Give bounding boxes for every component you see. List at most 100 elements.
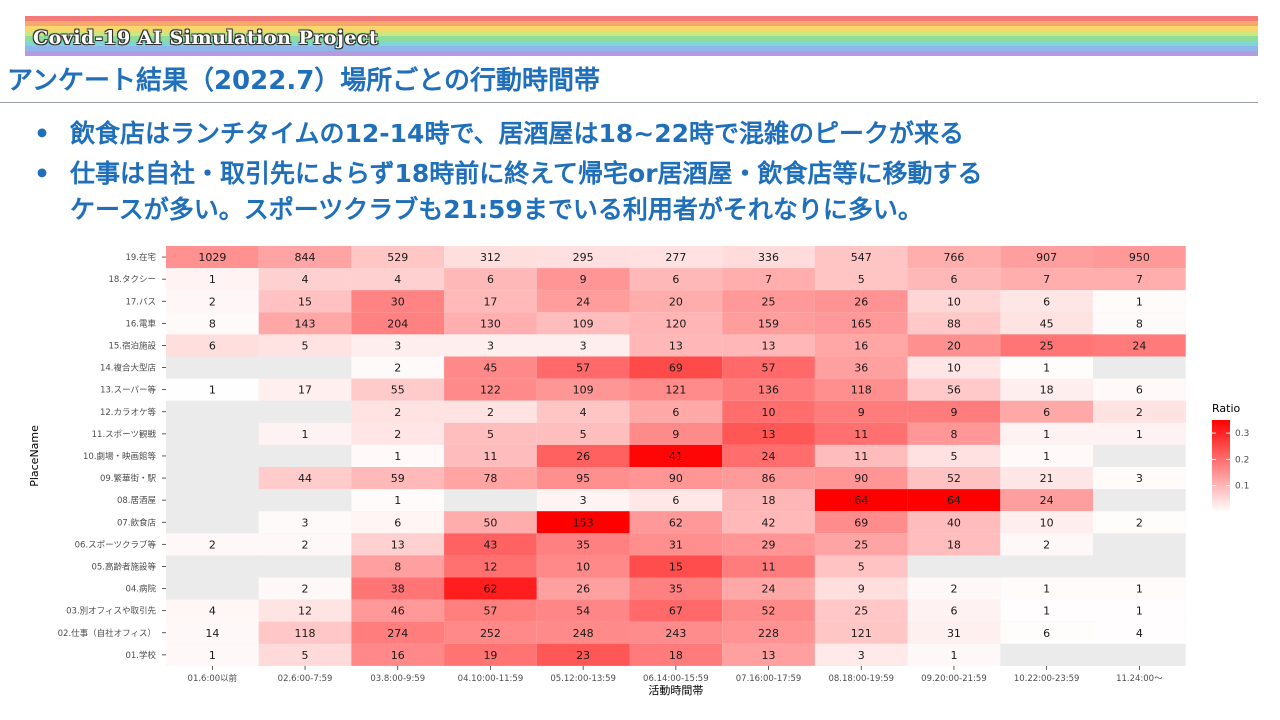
heatmap-cell [351,246,445,269]
cell-value-label: 766 [943,251,964,264]
heatmap-cell [1093,290,1186,313]
heatmap-cell [814,356,908,379]
cell-value-label: 4 [209,605,216,618]
heatmap-cell [536,533,630,556]
cell-value-label: 29 [762,538,776,551]
heatmap-cell [351,533,445,556]
cell-value-label: 844 [295,251,316,264]
heatmap-cell [536,378,630,401]
cell-value-label: 31 [669,538,683,551]
heatmap-cell [629,533,723,556]
cell-value-label: 4 [1136,627,1143,640]
cell-value-label: 312 [480,251,501,264]
cell-value-label: 2 [209,538,216,551]
bullet-marker: • [34,119,50,148]
heatmap-cell [629,400,723,423]
cell-value-label: 12 [298,605,312,618]
heatmap-cell [536,400,630,423]
heatmap-cell [444,599,537,622]
heatmap-cell [444,378,537,401]
heatmap-cell [907,246,1001,269]
heatmap-cell [351,599,445,622]
bullet-item-1: • 飲食店はランチタイムの12-14時で、居酒屋は18~22時で混雑のピークが来る [34,114,964,150]
heatmap-cell [1093,467,1186,490]
heatmap-cell [536,356,630,379]
cell-value-label: 248 [573,627,594,640]
heatmap-cell [444,621,537,644]
cell-value-label: 165 [851,317,872,330]
cell-value-label: 2 [394,362,401,375]
cell-value-label: 1 [1043,450,1050,463]
cell-value-label: 43 [483,538,497,551]
heatmap-cell [166,290,259,313]
heatmap-cell [166,533,259,556]
heatmap-cell [1000,511,1093,534]
heatmap-cell [536,444,630,467]
heatmap-cell [444,422,537,445]
heatmap-cell [1000,621,1093,644]
y-tick-label: 14.複合大型店 [100,363,157,374]
y-tick-label: 13.スーパー等 [100,385,156,396]
banner-stripe [25,46,1258,52]
heatmap-cell [814,400,908,423]
heatmap-cell [1000,489,1093,512]
heatmap-cell [722,422,815,445]
cell-value-label: 2 [209,295,216,308]
heatmap-cell [1093,599,1186,622]
cell-value-label: 2 [302,583,309,596]
cell-value-label: 54 [576,605,590,618]
cell-value-label: 3 [580,339,587,352]
cell-value-label: 1 [394,450,401,463]
cell-value-label: 25 [854,605,868,618]
heatmap-cell [907,290,1001,313]
cell-value-label: 1 [1043,362,1050,375]
heatmap-cell [258,246,352,269]
cell-value-label: 10 [947,362,961,375]
x-tick-label: 02.6:00-7:59 [278,674,333,684]
cell-value-label: 2 [1136,406,1143,419]
heatmap-cell [444,400,537,423]
heatmap-cell [1000,422,1093,445]
y-tick-label: 12.カラオケ等 [100,407,157,418]
cell-value-label: 8 [394,560,401,573]
cell-value-label: 4 [580,406,587,419]
y-tick-label: 07.飲食店 [117,517,157,528]
heatmap-cell [351,334,445,357]
cell-value-label: 2 [302,538,309,551]
cell-value-label: 56 [947,384,961,397]
heatmap-cell [1093,422,1186,445]
cell-value-label: 907 [1036,251,1057,264]
heatmap-cell [351,467,445,490]
cell-value-label: 9 [858,583,865,596]
cell-value-label: 50 [483,516,497,529]
heatmap-cell [814,555,908,578]
heatmap-cell [1093,378,1186,401]
x-tick-label: 07.16:00-17:59 [736,674,802,684]
cell-value-label: 26 [576,450,590,463]
cell-value-label: 7 [765,273,772,286]
heatmap-cell [1093,400,1186,423]
heatmap-cell [907,444,1001,467]
heatmap-cell [258,334,352,357]
heatmap-cell [814,621,908,644]
y-tick-label: 09.繁華街・駅 [100,473,157,484]
heatmap-cell [907,422,1001,445]
legend-tick-label: 0.2 [1235,455,1249,465]
heatmap-cell [722,246,815,269]
heatmap-cell [629,290,723,313]
bullet-marker: • [34,159,50,188]
banner-stripe [25,26,1258,32]
heatmap-cell [258,533,352,556]
heatmap-cell [351,489,445,512]
cell-value-label: 121 [851,627,872,640]
cell-value-label: 52 [762,605,776,618]
heatmap-cell [629,489,723,512]
heatmap-cell [536,422,630,445]
cell-value-label: 1 [950,649,957,662]
cell-value-label: 31 [947,627,961,640]
cell-value-label: 23 [576,649,590,662]
cell-value-label: 6 [672,494,679,507]
heatmap-cell [629,334,723,357]
cell-value-label: 69 [854,516,868,529]
heatmap-cell [722,489,815,512]
